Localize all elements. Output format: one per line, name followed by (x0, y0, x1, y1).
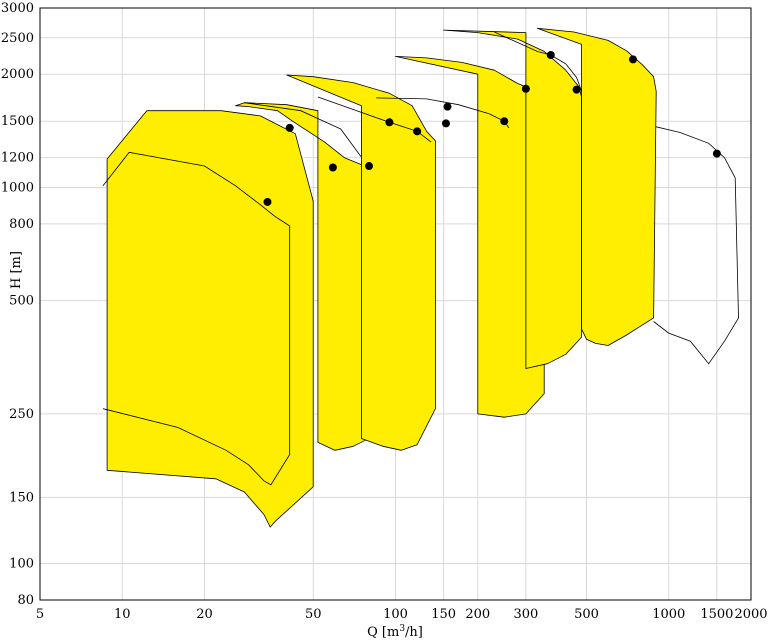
bep-point (500, 117, 509, 126)
x-tick-label: 500 (574, 607, 599, 622)
y-tick-label: 3000 (1, 1, 34, 16)
bep-point (413, 127, 422, 136)
y-tick-label: 150 (9, 490, 34, 505)
bep-point (712, 149, 721, 158)
bep-point (385, 118, 394, 127)
bep-point (328, 163, 337, 172)
y-axis-label: H [m] (9, 251, 24, 289)
y-tick-labels: 80 100 150 250 500 800 1000 1200 1500 2000 2500 300… (1, 1, 34, 608)
y-tick-label: 800 (9, 217, 34, 232)
x-tick-label: 50 (305, 607, 322, 622)
plot-frame (39, 7, 752, 601)
x-tick-label: 1000 (652, 607, 685, 622)
x-tick-label: 20 (196, 607, 213, 622)
y-tick-label: 1200 (1, 151, 34, 166)
region-outline (106, 110, 314, 528)
y-tick-label: 80 (17, 593, 34, 608)
region-outline (536, 27, 657, 346)
region-inner-curve (494, 31, 582, 92)
x-axis-label: Q [m3/h] (367, 624, 423, 640)
y-tick-label: 250 (9, 407, 34, 422)
y-tick-label: 1000 (1, 180, 34, 195)
bep-point (443, 102, 452, 111)
region-inner-curve (653, 126, 739, 365)
bep-point (285, 123, 294, 132)
y-tick-label: 1500 (1, 114, 34, 129)
y-tick-label: 100 (9, 557, 34, 572)
x-tick-label: 1500 (700, 607, 733, 622)
bep-point (629, 55, 638, 64)
bep-point (572, 85, 581, 94)
y-tick-label: 2000 (1, 67, 34, 82)
x-tick-label: 150 (431, 607, 456, 622)
x-tick-label: 100 (383, 607, 408, 622)
bep-point (441, 119, 450, 128)
x-tick-label: 2000 (734, 607, 767, 622)
region-outline (286, 74, 436, 451)
bep-point (521, 84, 530, 93)
bep-point (365, 162, 374, 171)
pump-region-3 (286, 74, 436, 451)
x-tick-label: 5 (36, 607, 44, 622)
x-tick-label: 300 (513, 607, 538, 622)
y-tick-label: 2500 (1, 31, 34, 46)
bep-points (263, 50, 721, 206)
region-inner-curve (102, 151, 291, 486)
pump-region-1 (102, 110, 314, 528)
x-tick-labels: 5 10 20 50 100 150 200 300 500 1000 1500 2000 (36, 607, 768, 622)
region-inner-curve (317, 96, 432, 143)
bep-point (546, 50, 555, 59)
x-tick-label: 10 (114, 607, 131, 622)
y-tick-label: 500 (9, 294, 34, 309)
pump-region-6 (536, 27, 739, 365)
bep-point (263, 197, 272, 206)
x-tick-label: 200 (465, 607, 490, 622)
pump-regions (102, 27, 739, 528)
